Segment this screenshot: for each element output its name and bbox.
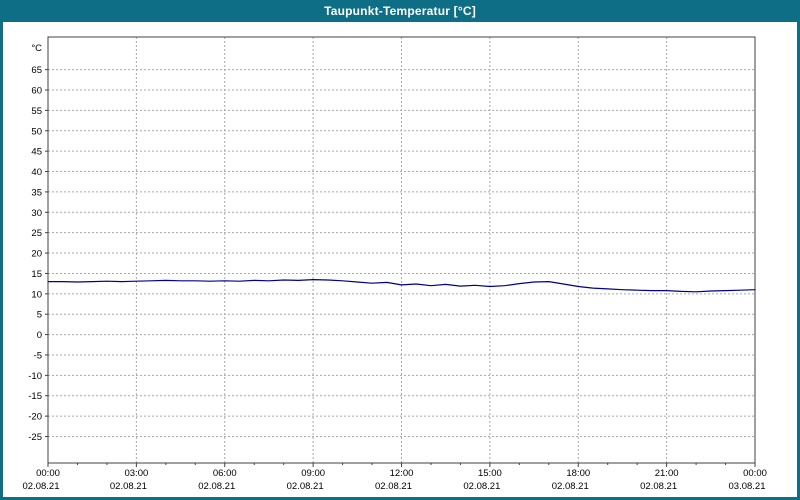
svg-text:40: 40 (31, 167, 42, 178)
svg-text:30: 30 (31, 208, 42, 219)
svg-text:55: 55 (31, 106, 42, 117)
svg-text:50: 50 (31, 126, 42, 137)
x-axis-labels: 00:00 02.08.21 03:00 02.08.21 06:00 02.08.21 0… (23, 468, 767, 492)
svg-text:-20: -20 (28, 412, 42, 423)
svg-text:35: 35 (31, 187, 42, 198)
x-date-label: 02.08.21 (640, 481, 677, 492)
window-titlebar: Taupunkt-Temperatur [°C] (3, 0, 797, 22)
x-time-label: 09:00 (301, 468, 325, 479)
x-date-label: 02.08.21 (463, 481, 500, 492)
x-time-label: 18:00 (566, 468, 590, 479)
x-date-label: 02.08.21 (287, 481, 324, 492)
x-date-label: 02.08.21 (198, 481, 235, 492)
dewpoint-temperature-chart: 65605550454035302520151050-5-10-15-20-25… (23, 36, 767, 492)
svg-text:-25: -25 (28, 432, 42, 443)
svg-text:5: 5 (37, 310, 42, 321)
x-time-label: 00:00 (743, 468, 767, 479)
svg-text:10: 10 (31, 289, 42, 300)
x-time-label: 15:00 (478, 468, 502, 479)
chart-area: 65 60 55 50 45 40 35 30 25 20 15 10 5 0 -5 -10 -15 -20 -25… (3, 22, 797, 497)
x-date-label: 02.08.21 (375, 481, 412, 492)
x-date-label: 03.08.21 (729, 481, 766, 492)
x-time-label: 03:00 (124, 468, 148, 479)
svg-text:65: 65 (31, 65, 42, 76)
gridlines (48, 37, 755, 463)
x-time-label: 21:00 (655, 468, 679, 479)
x-date-label: 02.08.21 (23, 481, 60, 492)
svg-text:25: 25 (31, 228, 42, 239)
svg-text:0: 0 (37, 330, 42, 341)
chart-title: Taupunkt-Temperatur [°C] (324, 4, 476, 18)
x-time-label: 00:00 (36, 468, 60, 479)
dewpoint-series-line (47, 279, 756, 293)
x-date-label: 02.08.21 (552, 481, 589, 492)
y-axis-unit-label: °C (31, 43, 42, 54)
svg-text:15: 15 (31, 269, 42, 280)
svg-text:60: 60 (31, 85, 42, 96)
svg-text:20: 20 (31, 249, 42, 260)
svg-text:-10: -10 (28, 371, 42, 382)
tick-marks (45, 69, 756, 467)
x-date-label: 02.08.21 (110, 481, 147, 492)
x-time-label: 06:00 (213, 468, 237, 479)
svg-text:-15: -15 (28, 391, 42, 402)
svg-text:-5: -5 (34, 350, 42, 361)
x-time-label: 12:00 (390, 468, 414, 479)
svg-text:45: 45 (31, 147, 42, 158)
